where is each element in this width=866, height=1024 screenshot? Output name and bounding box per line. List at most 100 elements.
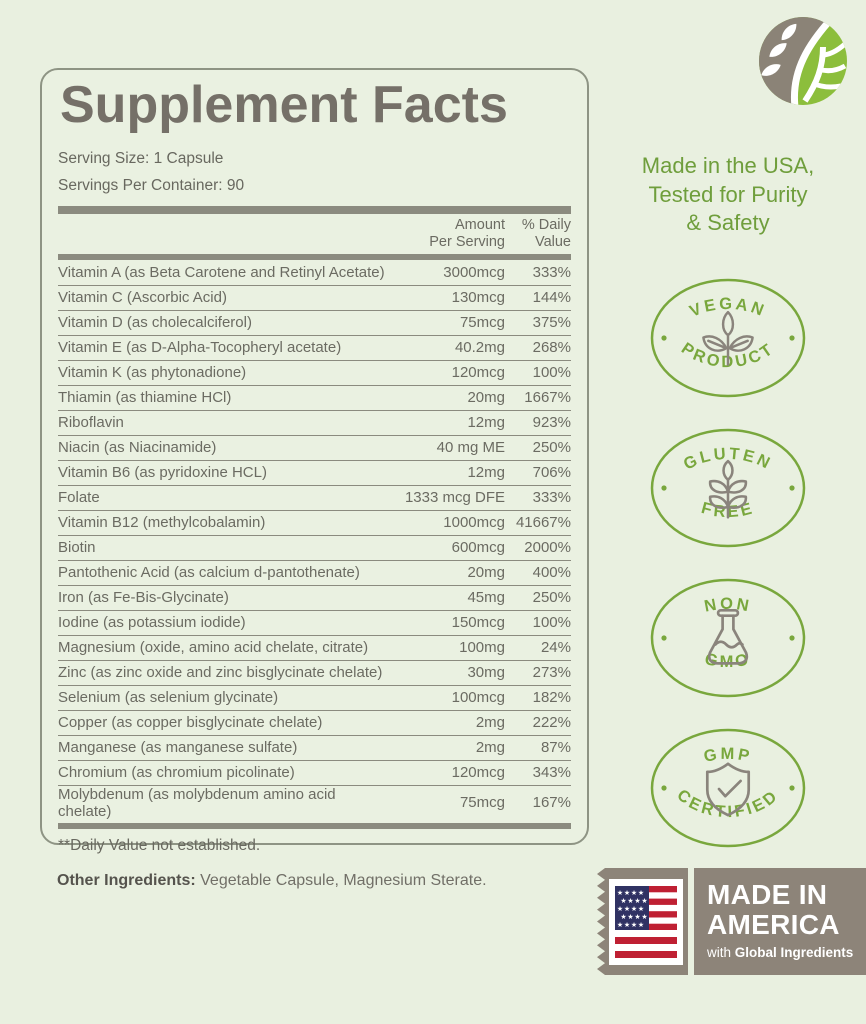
facts-table: Vitamin A (as Beta Carotene and Retinyl … [58, 260, 571, 820]
svg-text:GLUTEN: GLUTEN [681, 445, 775, 474]
svg-text:★: ★ [637, 905, 643, 913]
nutrient-daily-value: 1667% [524, 389, 571, 407]
nutrient-daily-value: 222% [532, 714, 571, 732]
nutrient-daily-value: 268% [532, 339, 571, 357]
svg-text:★: ★ [637, 889, 643, 897]
table-row: Selenium (as selenium glycinate) 100mcg 18… [58, 685, 571, 711]
nutrient-name: Zinc (as zinc oxide and zinc bisglycinat… [58, 664, 383, 682]
nutrient-name: Folate [58, 489, 100, 507]
amount-per-serving-header: Amount Per Serving [429, 217, 505, 251]
nutrient-amount: 12mg [467, 464, 505, 482]
nutrient-daily-value: 333% [532, 263, 571, 281]
nutrient-name: Vitamin D (as cholecalciferol) [58, 314, 252, 332]
table-row: Vitamin C (Ascorbic Acid) 130mcg 144% [58, 285, 571, 311]
svg-text:★: ★ [641, 913, 647, 921]
svg-text:★: ★ [623, 905, 629, 913]
nutrient-name: Riboflavin [58, 414, 124, 432]
gluten-free-badge: GLUTEN FREE [648, 427, 808, 549]
table-row: Vitamin B6 (as pyridoxine HCL) 12mg 706% [58, 460, 571, 486]
nutrient-amount: 3000mcg [443, 263, 505, 281]
table-row: Chromium (as chromium picolinate) 120mcg 3… [58, 760, 571, 786]
nutrient-name: Iodine (as potassium iodide) [58, 614, 246, 632]
svg-text:★: ★ [620, 897, 626, 905]
svg-text:GMO: GMO [703, 650, 752, 671]
divider-mid-bottom [58, 822, 571, 829]
leaf-circle-logo-icon [759, 17, 847, 105]
nutrient-name: Vitamin B12 (methylcobalamin) [58, 514, 266, 532]
nutrient-name: Selenium (as selenium glycinate) [58, 689, 279, 707]
svg-text:★: ★ [627, 897, 633, 905]
svg-text:★: ★ [620, 913, 626, 921]
nutrient-amount: 30mg [467, 664, 505, 682]
daily-value-header: % Daily Value [521, 217, 571, 251]
nutrient-daily-value: 333% [532, 489, 571, 507]
nutrient-amount: 1333 mcg DFE [404, 489, 505, 507]
table-row: Zinc (as zinc oxide and zinc bisglycinat… [58, 660, 571, 686]
nutrient-amount: 120mcg [451, 364, 505, 382]
table-row: Riboflavin 12mg 923% [58, 410, 571, 436]
other-ingredients-value: Vegetable Capsule, Magnesium Sterate. [195, 872, 487, 889]
svg-text:★: ★ [616, 889, 622, 897]
us-flag-icon: ★ ★ ★ ★ ★ ★ ★ ★ ★ ★ ★ ★ ★ ★ ★ ★ ★ ★ ★ ★ [608, 878, 683, 965]
divider-mid-top [58, 254, 571, 261]
svg-text:★: ★ [641, 897, 647, 905]
table-row: Magnesium (oxide, amino acid chelate, ci… [58, 635, 571, 661]
nutrient-amount: 12mg [467, 414, 505, 432]
table-row: Vitamin B12 (methylcobalamin) 1000mcg 4166… [58, 510, 571, 536]
nutrient-name: Vitamin K (as phytonadione) [58, 364, 247, 382]
table-row: Vitamin D (as cholecalciferol) 75mcg 375% [58, 310, 571, 336]
flask-icon [707, 608, 749, 665]
nutrient-amount: 2mg [475, 739, 505, 757]
nutrient-amount: 100mg [459, 639, 505, 657]
table-row: Vitamin K (as phytonadione) 120mcg 100% [58, 360, 571, 386]
other-ingredients: Other Ingredients: Vegetable Capsule, Ma… [57, 872, 487, 890]
table-row: Iodine (as potassium iodide) 150mcg 100% [58, 610, 571, 636]
table-row: Pantothenic Acid (as calcium d-pantothen… [58, 560, 571, 586]
nutrient-daily-value: 250% [532, 589, 571, 607]
nutrient-name: Magnesium (oxide, amino acid chelate, ci… [58, 639, 369, 657]
nutrient-daily-value: 250% [532, 439, 571, 457]
made-in-subtitle: with Global Ingredients [707, 945, 854, 960]
table-row: Vitamin A (as Beta Carotene and Retinyl … [58, 260, 571, 286]
svg-text:★: ★ [623, 889, 629, 897]
nutrient-name: Vitamin E (as D-Alpha-Tocopheryl acetate… [58, 339, 342, 357]
nutrient-amount: 100mcg [451, 689, 505, 707]
made-in-line1: MADE IN [707, 879, 828, 910]
other-ingredients-label: Other Ingredients: [57, 872, 196, 889]
nutrient-daily-value: 375% [532, 314, 571, 332]
made-in-usa-tagline: Made in the USA, Tested for Purity & Saf… [641, 153, 815, 235]
nutrient-daily-value: 400% [532, 564, 571, 582]
panel-title: Supplement Facts [60, 76, 508, 134]
divider-thick-top [58, 206, 571, 215]
svg-text:VEGAN: VEGAN [687, 295, 769, 321]
svg-text:★: ★ [630, 921, 636, 929]
non-gmo-badge: NON GMO [648, 577, 808, 699]
nutrient-name: Biotin [58, 539, 96, 557]
svg-text:★: ★ [616, 905, 622, 913]
nutrient-name: Vitamin B6 (as pyridoxine HCL) [58, 464, 267, 482]
gmp-certified-badge: GMP CERTIFIED [648, 727, 808, 849]
wheat-stalk-icon [708, 459, 748, 519]
made-in-line2: AMERICA [707, 909, 840, 940]
facts-table-body: Vitamin A (as Beta Carotene and Retinyl … [58, 260, 571, 820]
nutrient-amount: 120mcg [451, 764, 505, 782]
nutrient-name: Copper (as copper bisglycinate chelate) [58, 714, 323, 732]
nutrient-name: Molybdenum (as molybdenum amino acid che… [58, 785, 336, 820]
nutrient-daily-value: 182% [532, 689, 571, 707]
table-row: Copper (as copper bisglycinate chelate) 2… [58, 710, 571, 736]
nutrient-daily-value: 100% [532, 364, 571, 382]
nutrient-amount: 75mcg [459, 794, 505, 812]
nutrient-amount: 40.2mg [454, 339, 505, 357]
nutrient-name: Manganese (as manganese sulfate) [58, 739, 298, 757]
table-column-header: Amount Per Serving % Daily Value [58, 217, 571, 251]
table-row: Niacin (as Niacinamide) 40 mg ME 250% [58, 435, 571, 461]
supplement-facts-panel: Supplement Facts Serving Size: 1 Capsule… [40, 68, 589, 854]
daily-value-footnote: **Daily Value not established. [58, 836, 261, 854]
svg-text:★: ★ [623, 921, 629, 929]
nutrient-daily-value: 24% [540, 639, 571, 657]
nutrient-daily-value: 273% [532, 664, 571, 682]
svg-text:★: ★ [634, 897, 640, 905]
table-row: Folate 1333 mcg DFE 333% [58, 485, 571, 511]
svg-text:★: ★ [627, 913, 633, 921]
nutrient-name: Niacin (as Niacinamide) [58, 439, 217, 457]
